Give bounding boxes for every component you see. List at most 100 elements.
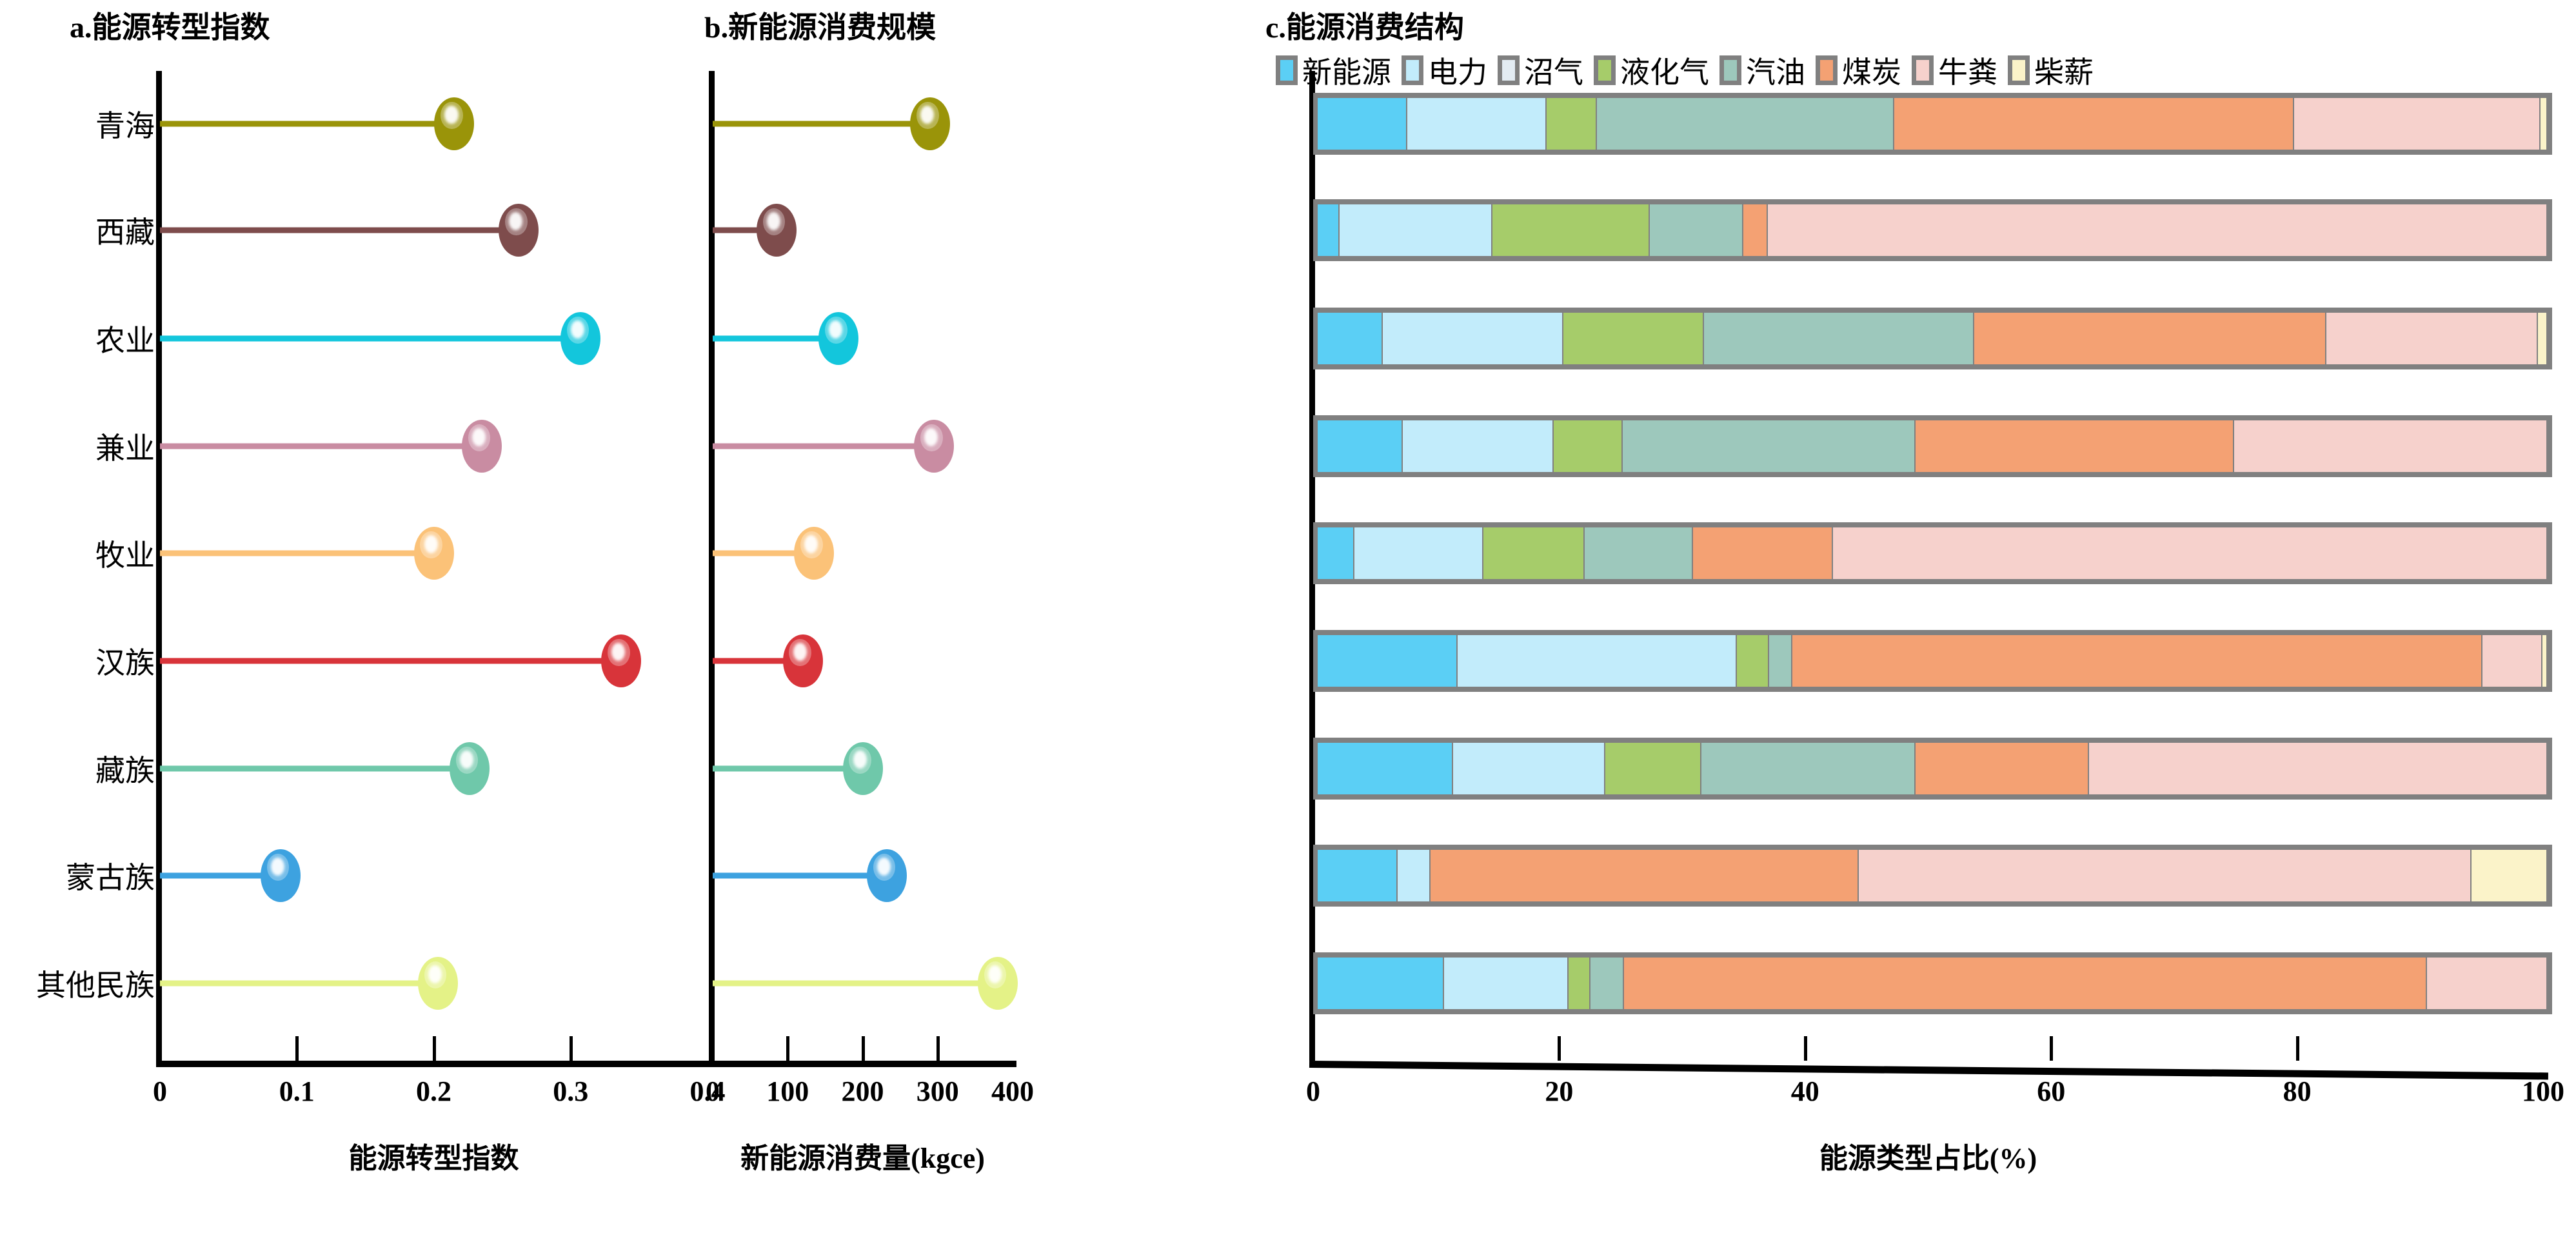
bar-segment-牛粪[interactable] bbox=[1833, 527, 2546, 579]
panel-a-marker-8[interactable] bbox=[417, 957, 458, 1010]
panel-a-marker-4[interactable] bbox=[413, 527, 454, 580]
stacked-bar-row-3[interactable] bbox=[1313, 415, 2552, 477]
bar-segment-煤炭[interactable] bbox=[1431, 850, 1858, 901]
bar-segment-新能源[interactable] bbox=[1318, 958, 1443, 1009]
bar-segment-煤炭[interactable] bbox=[1792, 635, 2481, 687]
stacked-bar-row-2[interactable] bbox=[1313, 308, 2552, 369]
bar-segment-汽油[interactable] bbox=[1590, 958, 1623, 1009]
bar-segment-煤炭[interactable] bbox=[1894, 98, 2294, 150]
marker-highlight bbox=[920, 106, 935, 124]
panel-b-marker-5[interactable] bbox=[782, 634, 823, 687]
stacked-bar-row-1[interactable] bbox=[1313, 199, 2552, 261]
legend-item-5[interactable]: 煤炭 bbox=[1816, 49, 1901, 92]
bar-segment-牛粪[interactable] bbox=[2326, 313, 2537, 364]
stacked-bar-row-0[interactable] bbox=[1313, 93, 2552, 155]
bar-segment-柴薪[interactable] bbox=[2540, 98, 2546, 150]
bar-segment-汽油[interactable] bbox=[1769, 635, 1792, 687]
bar-segment-柴薪[interactable] bbox=[2542, 635, 2546, 687]
legend-item-0[interactable]: 新能源 bbox=[1276, 49, 1391, 92]
bar-segment-汽油[interactable] bbox=[1649, 204, 1742, 256]
bar-segment-新能源[interactable] bbox=[1318, 420, 1402, 472]
bar-segment-电力[interactable] bbox=[1354, 527, 1483, 579]
bar-segment-汽油[interactable] bbox=[1703, 313, 1974, 364]
category-label-7: 蒙古族 bbox=[66, 861, 155, 894]
bar-segment-煤炭[interactable] bbox=[1743, 204, 1767, 256]
bar-segment-新能源[interactable] bbox=[1318, 527, 1354, 579]
panel-b-stem-7 bbox=[713, 872, 887, 879]
bar-segment-液化气[interactable] bbox=[1554, 420, 1621, 472]
bar-segment-汽油[interactable] bbox=[1622, 420, 1914, 472]
bar-segment-汽油[interactable] bbox=[1701, 743, 1914, 794]
bar-segment-柴薪[interactable] bbox=[2471, 850, 2546, 901]
bar-segment-煤炭[interactable] bbox=[1915, 420, 2233, 472]
category-label-4: 牧业 bbox=[95, 539, 155, 572]
bar-segment-汽油[interactable] bbox=[1584, 527, 1692, 579]
panel-c-x-tick-label-4: 80 bbox=[2283, 1076, 2312, 1107]
panel-b-marker-1[interactable] bbox=[756, 204, 797, 257]
panel-b-marker-7[interactable] bbox=[866, 849, 907, 902]
bar-segment-牛粪[interactable] bbox=[2234, 420, 2546, 472]
panel-a-marker-2[interactable] bbox=[560, 312, 600, 365]
bar-segment-电力[interactable] bbox=[1444, 958, 1567, 1009]
bar-segment-液化气[interactable] bbox=[1492, 204, 1649, 256]
bar-segment-新能源[interactable] bbox=[1318, 743, 1452, 794]
bar-segment-液化气[interactable] bbox=[1605, 743, 1700, 794]
bar-segment-煤炭[interactable] bbox=[1915, 743, 2088, 794]
bar-segment-电力[interactable] bbox=[1402, 420, 1553, 472]
bar-segment-新能源[interactable] bbox=[1318, 313, 1382, 364]
panel-a-marker-5[interactable] bbox=[601, 634, 642, 687]
panel-b-label: b. bbox=[704, 11, 729, 44]
bar-segment-牛粪[interactable] bbox=[1859, 850, 2470, 901]
panel-a-marker-6[interactable] bbox=[449, 742, 490, 795]
bar-segment-牛粪[interactable] bbox=[2427, 958, 2546, 1009]
bar-segment-新能源[interactable] bbox=[1318, 635, 1457, 687]
bar-segment-液化气[interactable] bbox=[1483, 527, 1583, 579]
stacked-bar-row-7[interactable] bbox=[1313, 845, 2552, 907]
legend-item-2[interactable]: 沼气 bbox=[1498, 49, 1583, 92]
bar-segment-煤炭[interactable] bbox=[1692, 527, 1832, 579]
panel-b-marker-2[interactable] bbox=[818, 312, 859, 365]
bar-segment-牛粪[interactable] bbox=[2294, 98, 2539, 150]
stacked-bar-row-4[interactable] bbox=[1313, 522, 2552, 584]
bar-segment-牛粪[interactable] bbox=[2482, 635, 2542, 687]
panel-b-marker-4[interactable] bbox=[793, 527, 834, 580]
bar-segment-牛粪[interactable] bbox=[2088, 743, 2546, 794]
legend-item-7[interactable]: 柴薪 bbox=[2008, 49, 2094, 92]
bar-segment-电力[interactable] bbox=[1383, 313, 1563, 364]
bar-segment-新能源[interactable] bbox=[1318, 98, 1407, 150]
bar-segment-煤炭[interactable] bbox=[1974, 313, 2325, 364]
bar-segment-柴薪[interactable] bbox=[2537, 313, 2546, 364]
panel-a-marker-0[interactable] bbox=[434, 97, 475, 150]
stacked-bar-row-6[interactable] bbox=[1313, 738, 2552, 800]
bar-segment-液化气[interactable] bbox=[1563, 313, 1703, 364]
legend-item-3[interactable]: 液化气 bbox=[1594, 49, 1709, 92]
panel-b-marker-6[interactable] bbox=[842, 742, 883, 795]
bar-segment-电力[interactable] bbox=[1452, 743, 1605, 794]
stacked-bar-row-8[interactable] bbox=[1313, 952, 2552, 1014]
legend-item-4[interactable]: 汽油 bbox=[1719, 49, 1805, 92]
panel-b-marker-0[interactable] bbox=[910, 97, 951, 150]
panel-a-title-text: 能源转型指数 bbox=[92, 11, 270, 44]
bar-segment-电力[interactable] bbox=[1397, 850, 1430, 901]
bar-segment-液化气[interactable] bbox=[1737, 635, 1768, 687]
panel-a-marker-3[interactable] bbox=[461, 420, 502, 473]
bar-segment-电力[interactable] bbox=[1340, 204, 1491, 256]
panel-a-marker-1[interactable] bbox=[499, 204, 539, 257]
legend-item-1[interactable]: 电力 bbox=[1402, 49, 1487, 92]
panel-a-marker-7[interactable] bbox=[260, 849, 301, 902]
bar-segment-液化气[interactable] bbox=[1569, 958, 1590, 1009]
panel-b-stem-6 bbox=[713, 765, 863, 772]
legend-item-6[interactable]: 牛粪 bbox=[1912, 49, 1997, 92]
bar-segment-煤炭[interactable] bbox=[1623, 958, 2426, 1009]
bar-segment-新能源[interactable] bbox=[1318, 204, 1339, 256]
panel-b-marker-3[interactable] bbox=[913, 420, 954, 473]
legend-swatch-icon bbox=[1816, 55, 1838, 85]
panel-b-marker-8[interactable] bbox=[977, 957, 1018, 1010]
stacked-bar-row-5[interactable] bbox=[1313, 630, 2552, 692]
bar-segment-牛粪[interactable] bbox=[1767, 204, 2546, 256]
bar-segment-电力[interactable] bbox=[1458, 635, 1736, 687]
bar-segment-新能源[interactable] bbox=[1318, 850, 1396, 901]
bar-segment-汽油[interactable] bbox=[1596, 98, 1894, 150]
bar-segment-液化气[interactable] bbox=[1546, 98, 1596, 150]
bar-segment-电力[interactable] bbox=[1407, 98, 1545, 150]
